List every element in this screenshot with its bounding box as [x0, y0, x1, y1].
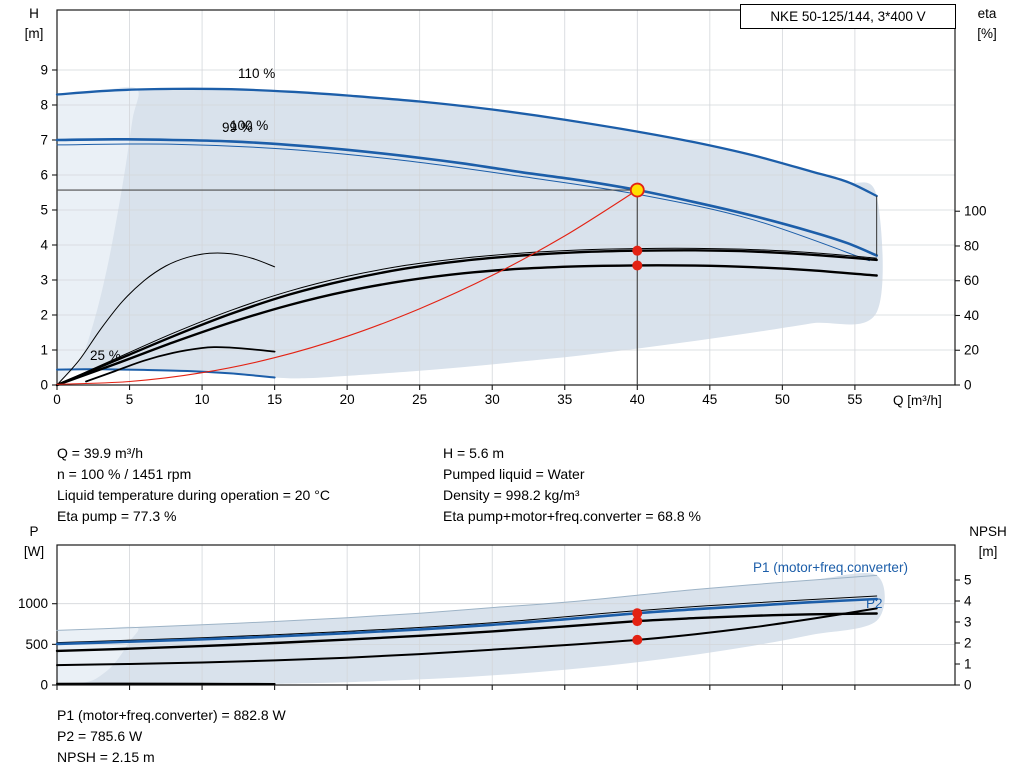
duty-info-left: Q = 39.9 m³/h n = 100 % / 1451 rpm Liqui…	[57, 443, 330, 527]
head-curve-99-percent	[56, 143, 870, 262]
control-curve	[56, 189, 638, 385]
pump-title-box: NKE 50-125/144, 3*400 V	[740, 4, 956, 29]
tick-label: 8	[40, 97, 48, 112]
plot-border	[56, 9, 956, 386]
tick-label: 40	[630, 392, 645, 407]
power-info: P1 (motor+freq.converter) = 882.8 W P2 =…	[57, 705, 286, 768]
p1-curve-thin	[56, 595, 878, 644]
npsh-curve	[56, 607, 878, 667]
low-flow-region	[57, 86, 139, 385]
tick-label: 40	[964, 308, 979, 323]
info-line-liquid: Pumped liquid = Water	[443, 466, 585, 482]
tick-label: 20	[964, 343, 979, 358]
power-envelope	[57, 573, 885, 684]
tick-label: 0	[964, 678, 972, 693]
tick-label: 30	[485, 392, 500, 407]
eta-total-curve-25-percent	[85, 346, 276, 383]
tick-label: 60	[964, 273, 979, 288]
label-110-percent: 110 %	[238, 66, 275, 81]
p1-curve	[55, 597, 878, 646]
info-line-temperature: Liquid temperature during operation = 20…	[57, 487, 330, 503]
tick-label: 25	[412, 392, 427, 407]
tick-label: 1000	[18, 596, 48, 611]
head-axis-title: H	[29, 6, 39, 21]
tick-label: 9	[40, 62, 48, 77]
info-line-flow: Q = 39.9 m³/h	[57, 445, 143, 461]
duty-point[interactable]	[629, 182, 645, 198]
label-p1-curve: P1 (motor+freq.converter)	[753, 560, 908, 575]
head-axis-unit: [m]	[24, 26, 44, 41]
tick-label: 1	[964, 657, 972, 672]
tick-label: 5	[964, 573, 972, 588]
info-line-npsh: NPSH = 2.15 m	[57, 749, 155, 765]
tick-label: 3	[40, 272, 48, 287]
eta-pump-point[interactable]	[632, 245, 643, 256]
eta-total-point[interactable]	[632, 260, 643, 271]
tick-label: 20	[340, 392, 355, 407]
tick-label: 0	[40, 678, 48, 693]
p2-curve	[55, 612, 878, 653]
eta-pump-curve-thin	[56, 247, 878, 386]
p1-duty-point[interactable]	[632, 608, 643, 619]
tick-label: 5	[40, 202, 48, 217]
eta-pump-curve-25-percent	[56, 252, 276, 386]
label-100-percent: 100 %	[230, 118, 268, 133]
tick-label: 100	[964, 204, 987, 219]
tick-label: 2	[40, 307, 48, 322]
p1-110-envelope-edge	[56, 574, 878, 631]
head-curve-100-percent	[55, 137, 878, 257]
npsh-axis-unit: [m]	[978, 544, 998, 559]
eta-total-curve	[55, 264, 878, 387]
tick-label: 10	[195, 392, 210, 407]
npsh-axis-title: NPSH	[969, 524, 1007, 539]
plot-border	[56, 544, 956, 686]
tick-label: 0	[53, 392, 61, 407]
tick-label: 15	[267, 392, 282, 407]
tick-label: 4	[40, 237, 48, 252]
p2-duty-point[interactable]	[632, 616, 643, 627]
duty-info-right: H = 5.6 m Pumped liquid = Water Density …	[443, 443, 701, 527]
head-curve-110-percent	[55, 87, 878, 198]
tick-label: 35	[557, 392, 572, 407]
tick-label: 4	[964, 594, 972, 609]
tick-label: 1	[40, 342, 48, 357]
label-25-percent: 25 %	[90, 348, 121, 363]
tick-label: 80	[964, 238, 979, 253]
eta-pump-curve	[55, 249, 878, 387]
tick-label: 5	[126, 392, 134, 407]
power-axis-title: P	[29, 524, 39, 539]
eta-axis-unit: [%]	[977, 26, 997, 41]
operating-envelope	[57, 88, 883, 379]
tick-label: 3	[964, 615, 972, 630]
npsh-duty-point[interactable]	[632, 634, 643, 645]
tick-label: 6	[40, 167, 48, 182]
info-line-head: H = 5.6 m	[443, 445, 505, 461]
power-axis-unit: [W]	[23, 544, 45, 559]
info-line-speed: n = 100 % / 1451 rpm	[57, 466, 192, 482]
tick-label: 45	[702, 392, 717, 407]
tick-label: 2	[964, 636, 972, 651]
tick-label: 0	[40, 378, 48, 393]
tick-label: 0	[964, 378, 972, 393]
info-line-eta-pump: Eta pump = 77.3 %	[57, 508, 177, 524]
eta-axis-title: eta	[977, 6, 997, 21]
tick-label: 55	[847, 392, 862, 407]
label-99-percent: 99 %	[222, 120, 253, 135]
power-npsh-chart: 0 500 1000 0 1 2 3 4 5 P1 (motor+freq.converter) P…	[18, 544, 972, 693]
tick-label: 7	[40, 132, 48, 147]
info-line-p1: P1 (motor+freq.converter) = 882.8 W	[57, 707, 286, 723]
tick-label: 500	[25, 637, 48, 652]
label-p2-curve: P2	[866, 596, 883, 611]
flow-axis-title: Q [m³/h]	[893, 393, 942, 408]
info-line-p2: P2 = 785.6 W	[57, 728, 143, 744]
info-line-density: Density = 998.2 kg/m³	[443, 487, 580, 503]
info-line-eta-total: Eta pump+motor+freq.converter = 68.8 %	[443, 508, 701, 524]
tick-label: 50	[775, 392, 790, 407]
